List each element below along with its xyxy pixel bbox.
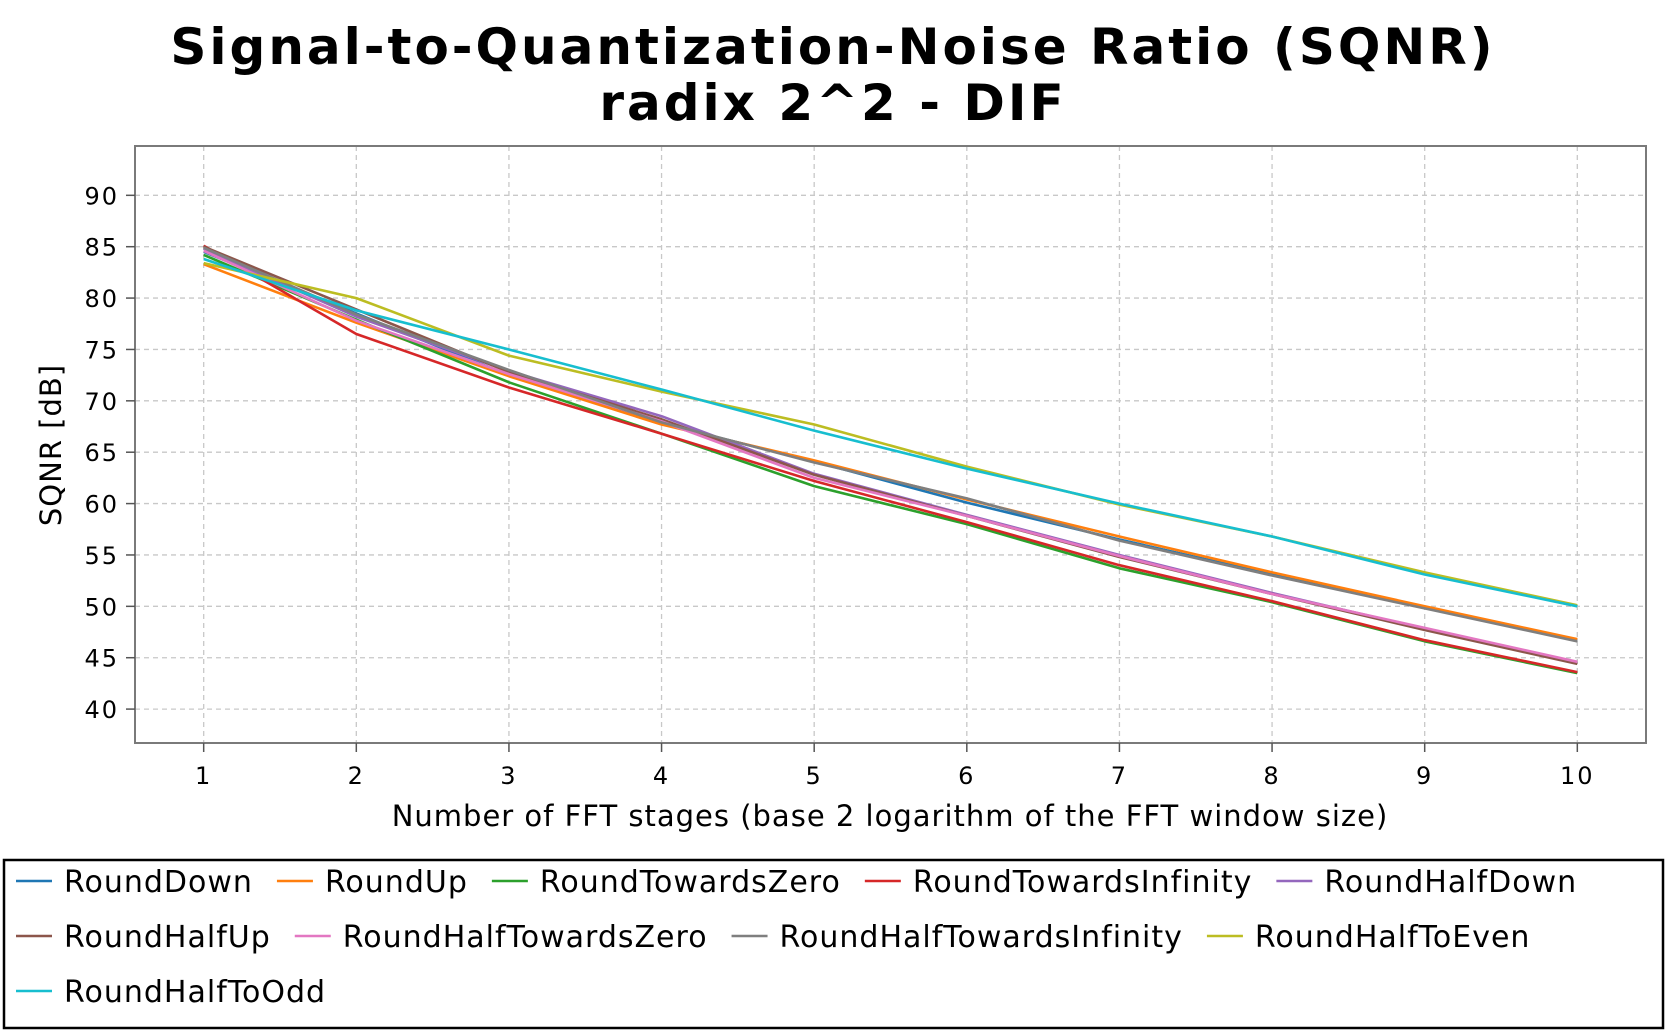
x-tick-label: 6 [958, 762, 975, 790]
legend-label-RoundHalfUp: RoundHalfUp [64, 920, 271, 955]
legend-box [2, 858, 1665, 1030]
legend-label-RoundDown: RoundDown [64, 865, 253, 900]
legend-label-RoundHalfToEven: RoundHalfToEven [1255, 920, 1531, 955]
legend-label-RoundHalfDown: RoundHalfDown [1324, 865, 1577, 900]
y-tick-label: 40 [84, 696, 119, 724]
y-tick-label: 85 [84, 234, 119, 262]
series-line-RoundHalfDown [203, 247, 1578, 665]
x-tick-label: 3 [500, 762, 517, 790]
series-line-RoundHalfUp [203, 245, 1578, 666]
x-axis-ticks: 1 2 3 4 5 6 7 8 9 10 [195, 743, 1595, 790]
chart-subtitle: radix 2^2 - DIF [599, 74, 1066, 132]
x-tick-label: 8 [1263, 762, 1280, 790]
x-tick-label: 4 [653, 762, 670, 790]
x-tick-label: 5 [806, 762, 823, 790]
series-line-RoundHalfTowardsInfinity [203, 246, 1578, 643]
y-tick-label: 55 [84, 542, 119, 570]
y-tick-label: 60 [84, 491, 119, 519]
series-line-RoundHalfTowardsZero [203, 249, 1578, 664]
legend-label-RoundHalfTowardsInfinity: RoundHalfTowardsInfinity [780, 920, 1183, 955]
plot-area-frame [134, 145, 1647, 744]
y-tick-label: 45 [84, 645, 119, 673]
x-axis-label: Number of FFT stages (base 2 logarithm o… [392, 799, 1389, 833]
legend: RoundDown RoundUp RoundTowardsZero RoundTow… [16, 865, 1577, 1010]
y-axis-ticks: 40 45 50 55 60 65 70 75 80 85 90 [84, 182, 135, 724]
legend-label-RoundTowardsZero: RoundTowardsZero [540, 865, 841, 900]
x-tick-label: 9 [1416, 762, 1433, 790]
chart-title: Signal-to-Quantization-Noise Ratio (SQNR… [170, 18, 1495, 76]
gridlines [135, 146, 1646, 743]
y-tick-label: 90 [84, 182, 119, 210]
legend-label-RoundHalfToOdd: RoundHalfToOdd [64, 975, 326, 1010]
y-tick-label: 80 [84, 285, 119, 313]
series-line-RoundHalfToOdd [203, 257, 1578, 608]
y-tick-label: 70 [84, 388, 119, 416]
y-axis-label: SQNR [dB] [34, 364, 68, 526]
x-tick-label: 7 [1111, 762, 1128, 790]
series-line-RoundTowardsInfinity [203, 244, 1578, 674]
legend-label-RoundTowardsInfinity: RoundTowardsInfinity [913, 865, 1253, 900]
y-tick-label: 50 [84, 593, 119, 621]
x-tick-label: 10 [1560, 762, 1595, 790]
x-tick-label: 1 [195, 762, 212, 790]
y-tick-label: 65 [84, 439, 119, 467]
x-tick-label: 2 [348, 762, 365, 790]
y-tick-label: 75 [84, 336, 119, 364]
series-line-RoundHalfToEven [203, 261, 1578, 607]
legend-label-RoundUp: RoundUp [325, 865, 468, 900]
series-lines [203, 244, 1578, 675]
legend-label-RoundHalfTowardsZero: RoundHalfTowardsZero [343, 920, 708, 955]
